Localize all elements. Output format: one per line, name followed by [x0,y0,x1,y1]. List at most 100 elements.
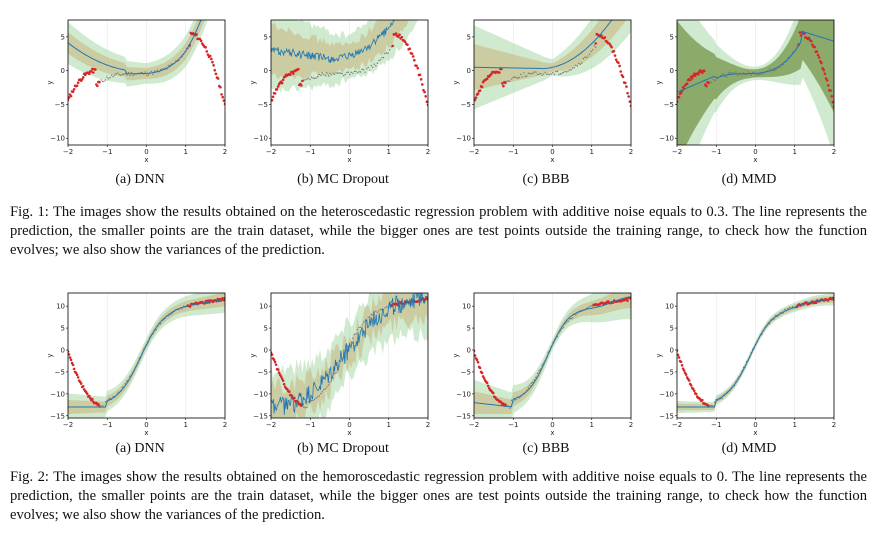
train-point [558,73,560,76]
x-tick-label: −1 [305,421,315,429]
train-point [567,70,569,72]
train-point [129,74,131,77]
train-point [379,59,382,61]
test-point [280,81,284,85]
train-point [547,73,549,75]
train-point [761,73,763,76]
train-point [768,322,771,325]
subcaption-f1-mmd: (d) MMD [721,172,777,187]
test-point [594,42,597,45]
y-tick-label: −10 [659,390,674,398]
train-point [326,72,328,74]
train-point [376,311,379,314]
test-point [491,391,495,395]
x-axis-label: x [144,156,148,164]
y-tick-label: −10 [50,135,65,143]
train-point [713,401,716,403]
test-point [281,379,285,383]
train-point [581,62,583,64]
test-point [68,353,71,356]
x-tick-label: 1 [590,148,594,156]
train-point [341,72,343,75]
test-point [817,56,821,59]
plot-area [474,293,631,418]
y-axis-label: y [655,80,663,84]
train-point [709,81,711,83]
train-point [521,76,523,78]
train-point [568,69,571,71]
train-point [775,68,777,71]
train-point [144,71,147,73]
train-point [329,72,331,74]
prediction-line [474,20,613,70]
train-point [572,67,574,69]
test-point [612,49,616,53]
test-point [626,299,629,302]
test-point [411,55,415,58]
y-tick-label: −5 [461,101,471,109]
x-tick-label: 2 [832,421,836,429]
train-point [355,70,357,73]
y-tick-label: −15 [253,412,268,420]
train-point [553,73,556,76]
train-point [741,74,743,77]
test-point [474,354,477,357]
y-tick-label: 5 [467,325,471,333]
train-point [356,328,359,331]
test-point [277,371,281,374]
train-point [564,70,566,73]
test-point [618,64,621,68]
x-tick-label: 0 [550,148,554,156]
train-point [768,68,771,70]
y-tick-label: −15 [50,412,65,420]
test-point [476,360,480,364]
x-tick-label: 2 [223,148,227,156]
train-point [527,72,530,75]
x-tick-label: 1 [590,421,594,429]
test-point [97,402,100,406]
figure-1-caption-text: The images show the results obtained on … [10,204,867,258]
train-point [509,407,511,409]
y-tick-label: −5 [664,101,674,109]
y-tick-label: −10 [253,390,268,398]
test-point [69,94,73,98]
test-point [613,54,617,57]
test-point [271,353,274,356]
train-point [103,80,105,83]
test-point [72,367,76,371]
train-point [544,71,546,74]
train-point [318,73,320,76]
train-point [585,56,588,59]
y-tick-label: 5 [467,33,471,41]
test-point [824,77,828,80]
train-point [307,77,310,80]
test-point [696,72,700,76]
test-point [807,36,811,40]
train-point [536,372,539,374]
train-point [791,51,794,54]
x-tick-label: −1 [508,148,518,156]
y-axis-label: y [655,353,663,357]
test-point [482,376,486,380]
y-tick-label: 0 [264,347,268,355]
x-tick-label: 1 [793,421,797,429]
test-point [689,384,693,387]
train-point [715,79,717,81]
train-point [735,71,737,73]
test-point [811,43,814,46]
train-point [390,46,392,48]
train-point [788,306,791,309]
train-point [562,326,565,328]
x-tick-label: 0 [753,421,757,429]
x-tick-label: −1 [711,148,721,156]
y-tick-label: −10 [50,390,65,398]
train-point [724,75,726,78]
train-point [141,71,143,74]
train-point [770,71,772,73]
test-point [500,67,503,71]
train-point [513,76,516,78]
train-point [364,71,366,73]
test-point [830,94,834,98]
test-point [271,95,275,99]
y-tick-label: −5 [664,368,674,376]
